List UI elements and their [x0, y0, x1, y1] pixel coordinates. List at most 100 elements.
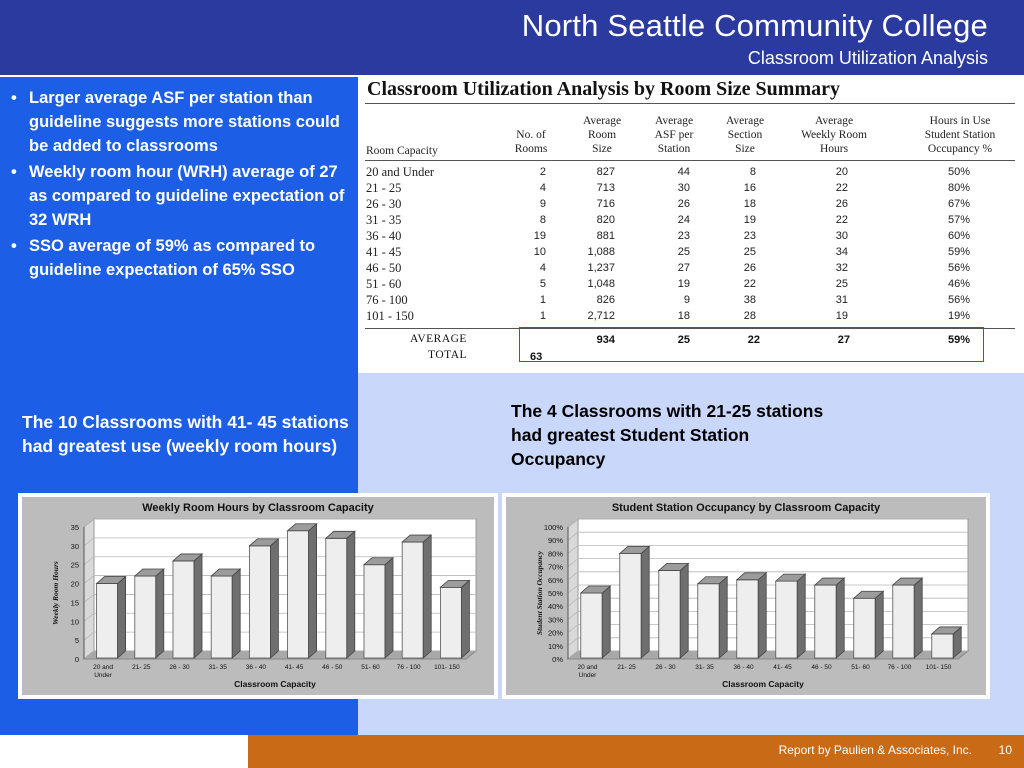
bar-top	[210, 568, 242, 577]
cell-asf-per-station: 18	[677, 310, 690, 322]
bar-side	[117, 575, 127, 659]
y-tick-label: 0	[75, 655, 79, 664]
cell-weekly-hours: 26	[835, 198, 848, 210]
bar-front	[814, 584, 837, 659]
bar-front	[172, 560, 195, 659]
bar-side	[422, 534, 432, 659]
bar-front	[325, 537, 348, 659]
x-tick-label: 51- 60	[851, 664, 870, 671]
gridline	[83, 518, 476, 528]
average-asf: 25	[677, 334, 690, 346]
x-tick-label: 76 - 100	[888, 664, 912, 671]
weekly-hours-chart-frame: Weekly Room Hours by Classroom Capacity …	[18, 493, 498, 699]
average-label: AVERAGE	[410, 333, 467, 345]
cell-room-capacity: 51 - 60	[366, 277, 402, 291]
col-header-asf: Average ASF per Station	[654, 115, 694, 155]
cell-room-size: 827	[596, 166, 615, 178]
bar-front	[401, 541, 424, 659]
bar-side	[640, 545, 650, 659]
cell-weekly-hours: 22	[835, 214, 848, 226]
cell-rooms: 2	[539, 166, 546, 178]
average-weekly-hours: 27	[837, 334, 850, 346]
bar-front	[892, 584, 915, 659]
cell-rooms: 9	[539, 198, 546, 210]
cell-rooms: 1	[539, 310, 546, 322]
bar-top	[891, 577, 924, 586]
bar-front	[931, 633, 954, 659]
y-tick-label: 90%	[548, 536, 563, 545]
bar-side	[384, 556, 394, 659]
gridline	[567, 571, 968, 581]
x-tick-label: 76 - 100	[397, 664, 421, 671]
cell-asf-per-station: 26	[677, 198, 690, 210]
cell-sso: 56%	[947, 262, 970, 274]
bar-top	[813, 577, 846, 586]
table-rule	[365, 328, 1015, 329]
chart-title: Student Station Occupancy by Classroom C…	[611, 502, 881, 514]
cell-room-capacity: 26 - 30	[366, 197, 402, 211]
cell-asf-per-station: 19	[677, 278, 690, 290]
x-axis-title: Classroom Capacity	[722, 679, 804, 689]
cell-weekly-hours: 31	[835, 294, 848, 306]
x-tick-label: 41- 45	[285, 664, 304, 671]
left-chart-caption: The 10 Classrooms with 41- 45 stations h…	[22, 412, 349, 456]
occupancy-bar-chart: 0% 10% 20% 30% 40% 50% 60% 70% 80% 90% 100% 20 andU…	[535, 517, 970, 689]
bar-front	[697, 583, 720, 659]
gridline	[567, 518, 968, 528]
cell-room-capacity: 20 and Under	[366, 165, 435, 179]
cell-room-size: 1,048	[587, 278, 615, 290]
occupancy-chart: Student Station Occupancy by Classroom C…	[506, 497, 986, 695]
cell-room-capacity: 36 - 40	[366, 229, 402, 243]
y-tick-label: 20	[71, 580, 79, 589]
bar-top	[696, 576, 729, 585]
bar-front	[439, 586, 462, 659]
cell-weekly-hours: 22	[835, 182, 848, 194]
cell-weekly-hours: 30	[835, 230, 848, 242]
cell-section-size: 22	[743, 278, 756, 290]
bar-front	[363, 564, 386, 659]
x-tick-label: 46 - 50	[811, 664, 832, 671]
y-tick-label: 50%	[548, 589, 563, 598]
cell-room-capacity: 21 - 25	[366, 181, 402, 195]
bar-front	[736, 579, 759, 659]
bullet-list: Larger average ASF per station than guid…	[8, 86, 348, 282]
x-tick-label: Under	[579, 672, 598, 679]
cell-weekly-hours: 19	[835, 310, 848, 322]
cell-rooms: 1	[539, 294, 546, 306]
cell-asf-per-station: 44	[677, 166, 690, 178]
y-tick-label: 100%	[544, 523, 564, 532]
slide-title: North Seattle Community College	[521, 8, 988, 43]
cell-sso: 60%	[947, 230, 970, 242]
cell-section-size: 23	[743, 230, 756, 242]
cell-section-size: 18	[743, 198, 756, 210]
cell-room-capacity: 46 - 50	[366, 261, 402, 275]
bar-front	[287, 530, 310, 659]
average-section-size: 22	[747, 334, 760, 346]
bar-top	[618, 546, 651, 554]
total-label: TOTAL	[428, 349, 468, 361]
cell-rooms: 5	[539, 278, 546, 290]
cell-weekly-hours: 34	[835, 246, 848, 258]
y-tick-label: 60%	[548, 576, 563, 585]
right-chart-caption: The 4 Classrooms with 21-25 stations had…	[511, 401, 824, 469]
occupancy-chart-frame: Student Station Occupancy by Classroom C…	[502, 493, 990, 699]
table-rule	[365, 160, 1015, 161]
bar-top	[133, 568, 165, 577]
y-tick-label: 5	[75, 636, 79, 645]
y-tick-label: 35	[71, 523, 79, 532]
cell-room-capacity: 101 - 150	[366, 309, 414, 323]
cell-section-size: 25	[743, 246, 756, 258]
bar-top	[286, 523, 318, 532]
y-tick-label: 10%	[548, 642, 563, 651]
col-header-sso: Hours in Use Student Station Occupancy %	[924, 115, 996, 155]
chart-title: Weekly Room Hours by Classroom Capacity	[142, 502, 374, 514]
col-header-weekly-hours: Average Weekly Room Hours	[801, 115, 867, 155]
footer-credit: Report by Paulien & Associates, Inc.	[778, 743, 972, 757]
bar-side	[757, 571, 767, 659]
cell-room-size: 820	[596, 214, 615, 226]
bar-side	[796, 573, 806, 659]
cell-rooms: 19	[533, 230, 546, 242]
x-tick-label: 51- 60	[361, 664, 380, 671]
y-tick-label: 30%	[548, 615, 563, 624]
